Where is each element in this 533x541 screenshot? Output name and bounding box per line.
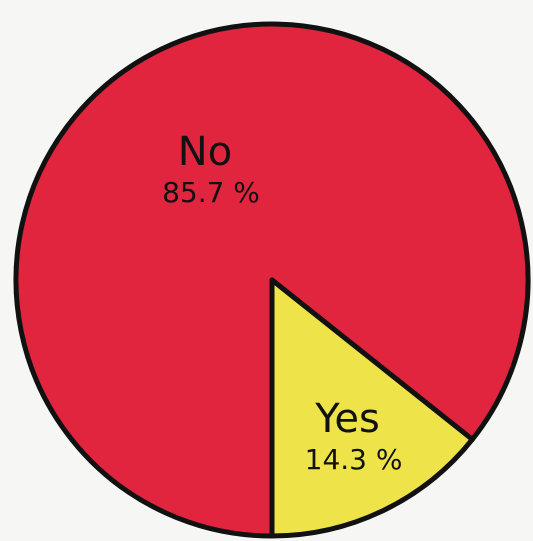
category-label: No: [178, 129, 232, 175]
value-label: 85.7 %: [162, 176, 260, 209]
pie-slice: [269, 277, 475, 539]
pie-slice: [13, 21, 531, 539]
value-label: 14.3 %: [305, 443, 403, 476]
category-label: Yes: [314, 396, 380, 442]
